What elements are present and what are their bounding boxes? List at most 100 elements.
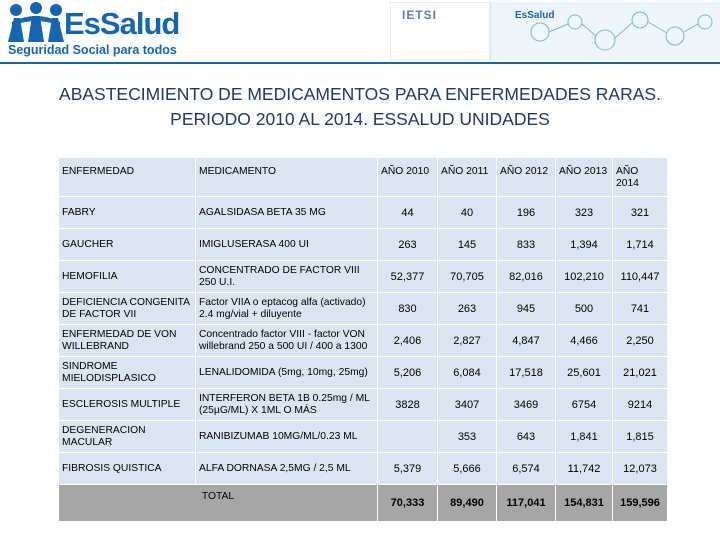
number-cell: 263 <box>377 228 438 261</box>
number-cell: 6754 <box>555 388 613 421</box>
number-cell: 196 <box>496 196 556 229</box>
data-row: ENFERMEDAD DE VON WILLEBRAND Concentrado … <box>58 324 668 357</box>
data-row: GAUCHER IMIGLUSERASA 400 UI 263 145 833 1,394… <box>58 228 668 261</box>
number-cell: 1,394 <box>555 228 613 261</box>
header-cell: ENFERMEDAD <box>58 157 196 197</box>
text-cell: GAUCHER <box>58 228 196 261</box>
title-line: ABASTECIMIENTO DE MEDICAMENTOS PARA ENFE… <box>59 84 661 104</box>
number-cell: 741 <box>612 292 668 325</box>
data-row: ESCLEROSIS MULTIPLE INTERFERON BETA 1B 0.… <box>58 388 668 421</box>
title-line: PERIODO 2010 AL 2014. ESSALUD UNIDADES <box>170 109 550 129</box>
data-row: HEMOFILIA CONCENTRADO DE FACTOR VIII 250 … <box>58 260 668 293</box>
supply-table: ENFERMEDAD MEDICAMENTO AÑO 2010 AÑO 2011 AÑO… <box>58 157 668 522</box>
text-cell: Factor VIIA o eptacog alfa (activado) 2.… <box>195 292 378 325</box>
total-cell: 117,041 <box>496 484 556 522</box>
number-cell: 70,705 <box>437 260 497 293</box>
total-cell: 154,831 <box>555 484 613 522</box>
number-cell: 4,466 <box>555 324 613 357</box>
text-cell: AGALSIDASA BETA 35 MG <box>195 196 378 229</box>
number-cell: 25,601 <box>555 356 613 389</box>
text-cell: IMIGLUSERASA 400 UI <box>195 228 378 261</box>
total-row: TOTAL 70,333 89,490 117,041 154,831 159,596 <box>58 484 668 522</box>
logo-tagline: Seguridad Social para todos <box>8 43 177 57</box>
text-cell: FABRY <box>58 196 196 229</box>
number-cell: 52,377 <box>377 260 438 293</box>
text-cell: FIBROSIS QUISTICA <box>58 452 196 485</box>
number-cell <box>377 420 438 453</box>
number-cell: 1,841 <box>555 420 613 453</box>
number-cell: 833 <box>496 228 556 261</box>
logo-name: EsSalud <box>64 6 180 41</box>
text-cell: SINDROME MIELODISPLASICO <box>58 356 196 389</box>
data-row: DEFICIENCIA CONGENITA DE FACTOR VII Facto… <box>58 292 668 325</box>
number-cell: 145 <box>437 228 497 261</box>
banner <box>390 2 720 60</box>
number-cell: 1,714 <box>612 228 668 261</box>
text-cell: DEFICIENCIA CONGENITA DE FACTOR VII <box>58 292 196 325</box>
text-cell: Concentrado factor VIII - factor VON wil… <box>195 324 378 357</box>
total-cell: 89,490 <box>437 484 497 522</box>
data-row: FIBROSIS QUISTICA ALFA DORNASA 2,5MG / 2,… <box>58 452 668 485</box>
number-cell: 830 <box>377 292 438 325</box>
number-cell: 9214 <box>612 388 668 421</box>
text-cell: ESCLEROSIS MULTIPLE <box>58 388 196 421</box>
total-cell: 70,333 <box>377 484 438 522</box>
number-cell: 11,742 <box>555 452 613 485</box>
number-cell: 82,016 <box>496 260 556 293</box>
text-cell: ENFERMEDAD DE VON WILLEBRAND <box>58 324 196 357</box>
number-cell: 4,847 <box>496 324 556 357</box>
text-cell: RANIBIZUMAB 10MG/ML/0.23 ML <box>195 420 378 453</box>
text-cell: INTERFERON BETA 1B 0.25mg / ML (25µG/ML)… <box>195 388 378 421</box>
number-cell: 945 <box>496 292 556 325</box>
number-cell: 3828 <box>377 388 438 421</box>
number-cell: 5,666 <box>437 452 497 485</box>
number-cell: 110,447 <box>612 260 668 293</box>
header-row: ENFERMEDAD MEDICAMENTO AÑO 2010 AÑO 2011 AÑO… <box>58 157 668 197</box>
text-cell: LENALIDOMIDA (5mg, 10mg, 25mg) <box>195 356 378 389</box>
number-cell: 5,379 <box>377 452 438 485</box>
number-cell: 17,518 <box>496 356 556 389</box>
number-cell: 323 <box>555 196 613 229</box>
header: EsSalud Seguridad Social para todos IETS… <box>0 0 720 64</box>
banner-brand: EsSalud <box>515 10 555 21</box>
number-cell: 6,574 <box>496 452 556 485</box>
number-cell: 3407 <box>437 388 497 421</box>
number-cell: 12,073 <box>612 452 668 485</box>
text-cell: HEMOFILIA <box>58 260 196 293</box>
number-cell: 1,815 <box>612 420 668 453</box>
data-row: FABRY AGALSIDASA BETA 35 MG 44 40 196 323 321 <box>58 196 668 229</box>
number-cell: 353 <box>437 420 497 453</box>
number-cell: 40 <box>437 196 497 229</box>
text-cell: DEGENERACION MACULAR <box>58 420 196 453</box>
banner-ietsi: IETSI <box>402 8 438 22</box>
header-cell: AÑO 2011 <box>437 157 497 197</box>
header-rule <box>0 62 720 64</box>
header-cell: AÑO 2010 <box>377 157 438 197</box>
number-cell: 102,210 <box>555 260 613 293</box>
header-cell: AÑO 2013 <box>555 157 613 197</box>
number-cell: 21,021 <box>612 356 668 389</box>
number-cell: 500 <box>555 292 613 325</box>
number-cell: 321 <box>612 196 668 229</box>
text-cell: ALFA DORNASA 2,5MG / 2,5 ML <box>195 452 378 485</box>
number-cell: 643 <box>496 420 556 453</box>
header-cell: AÑO 2014 <box>612 157 668 197</box>
number-cell: 5,206 <box>377 356 438 389</box>
number-cell: 2,250 <box>612 324 668 357</box>
logo-icon <box>8 2 64 42</box>
number-cell: 2,827 <box>437 324 497 357</box>
header-cell: AÑO 2012 <box>496 157 556 197</box>
number-cell: 3469 <box>496 388 556 421</box>
text-cell: CONCENTRADO DE FACTOR VIII 250 U.I. <box>195 260 378 293</box>
number-cell: 263 <box>437 292 497 325</box>
number-cell: 44 <box>377 196 438 229</box>
total-cell: 159,596 <box>612 484 668 522</box>
header-cell: MEDICAMENTO <box>195 157 378 197</box>
total-label: TOTAL <box>58 484 378 522</box>
title: ABASTECIMIENTO DE MEDICAMENTOS PARA ENFE… <box>0 82 720 132</box>
number-cell: 6,084 <box>437 356 497 389</box>
data-row: SINDROME MIELODISPLASICO LENALIDOMIDA (5m… <box>58 356 668 389</box>
data-row: DEGENERACION MACULAR RANIBIZUMAB 10MG/ML/… <box>58 420 668 453</box>
number-cell: 2,406 <box>377 324 438 357</box>
